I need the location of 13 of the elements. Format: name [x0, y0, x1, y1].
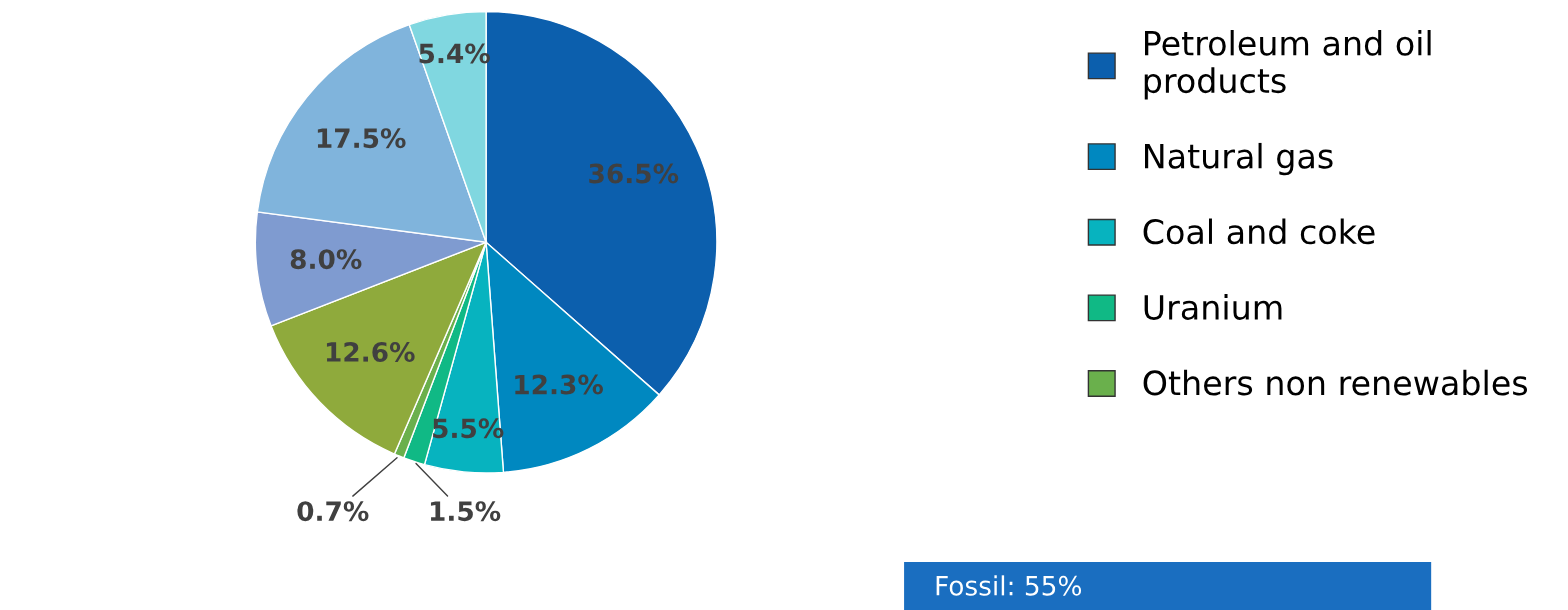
text: Fossil: 55% — [936, 575, 1082, 596]
data-label: 12.3% — [515, 374, 603, 395]
legend-label: Natural gas — [1145, 142, 1333, 176]
data-label: 12.6% — [326, 342, 415, 362]
legend-label: Coal and coke — [1143, 218, 1375, 245]
data-label: 1.5% — [430, 501, 501, 522]
data-label: 17.5% — [317, 128, 406, 149]
legend-label: Uranium — [1144, 294, 1282, 320]
data-label: 8.0% — [290, 249, 362, 270]
data-label: 0.7% — [297, 501, 369, 522]
legend-label: Others non renewables — [1143, 369, 1528, 396]
legend-label: Petroleum and oil products — [1144, 30, 1431, 100]
data-label: 36.5% — [589, 163, 679, 184]
